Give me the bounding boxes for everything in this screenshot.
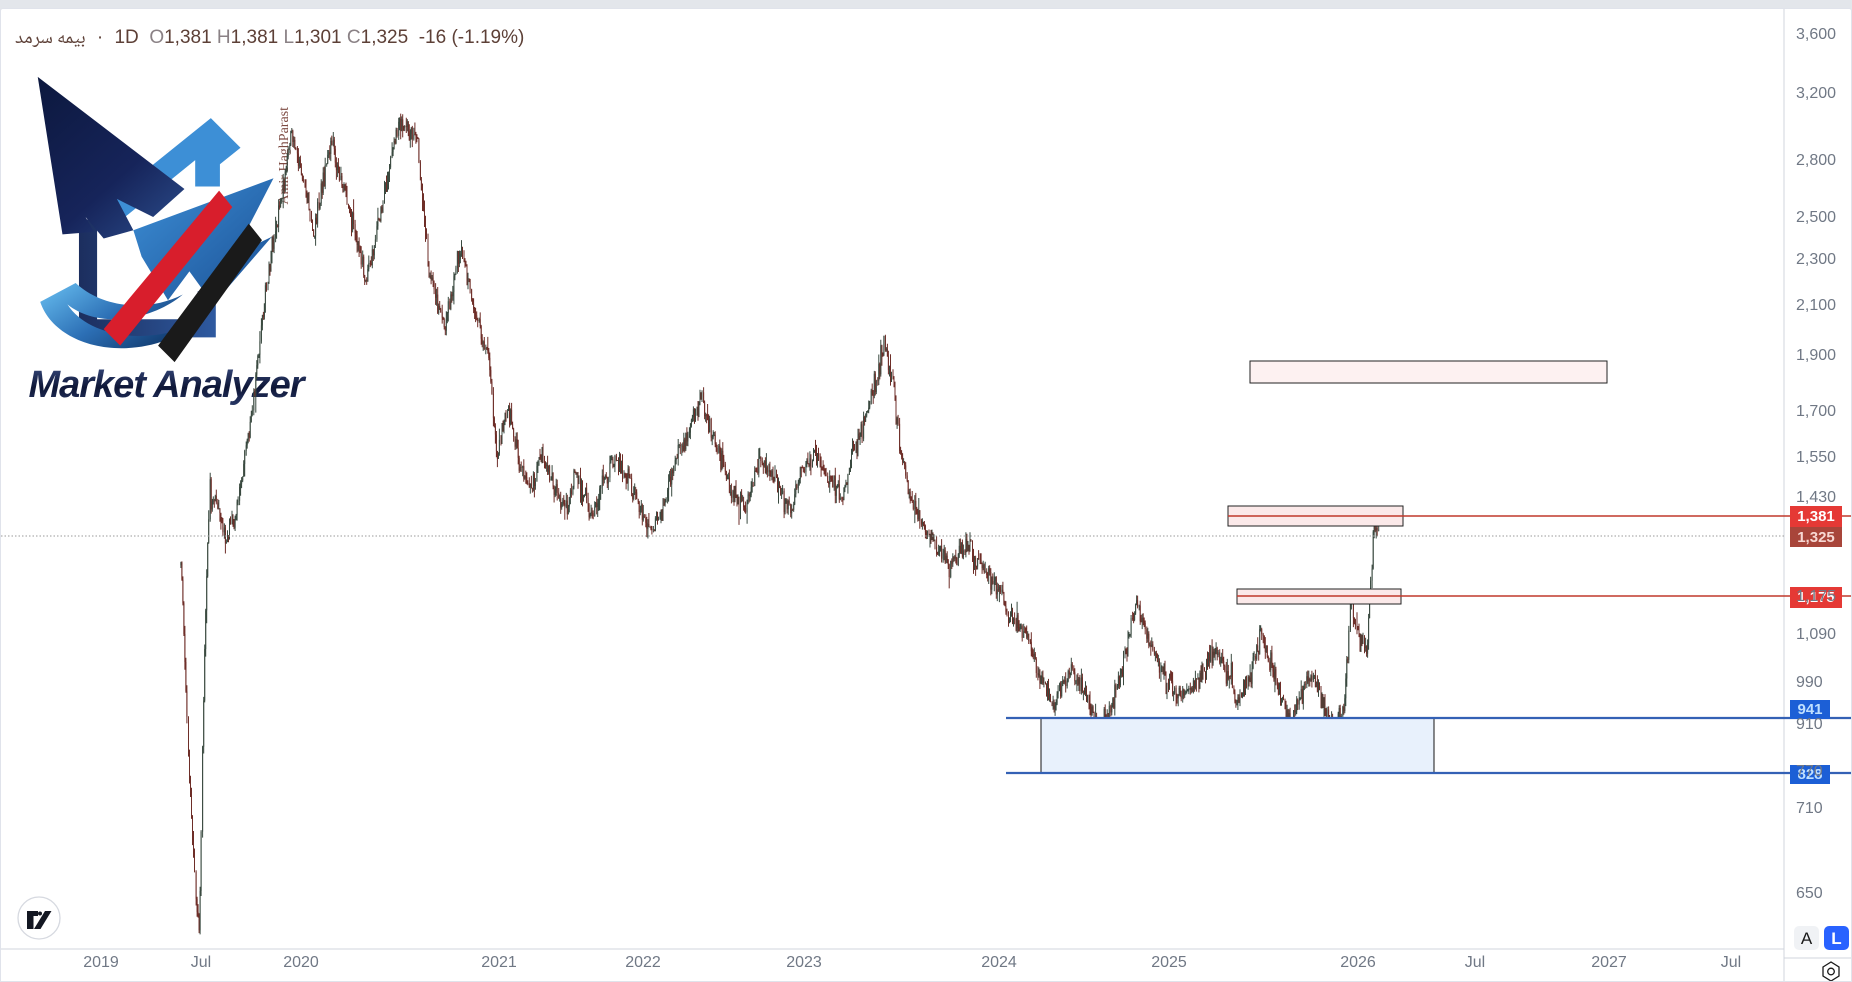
svg-text:2024: 2024 [981,954,1017,971]
svg-text:710: 710 [1796,800,1823,817]
svg-text:1,550: 1,550 [1796,449,1836,466]
svg-text:L: L [1831,929,1841,948]
svg-text:2019: 2019 [83,954,119,971]
svg-text:2022: 2022 [625,954,661,971]
svg-text:910: 910 [1796,716,1823,733]
svg-text:2020: 2020 [283,954,319,971]
svg-text:2025: 2025 [1151,954,1187,971]
svg-text:1,381: 1,381 [1797,508,1835,525]
svg-text:1,175: 1,175 [1796,588,1836,605]
svg-text:770: 770 [1796,763,1823,780]
svg-text:2,300: 2,300 [1796,251,1836,268]
svg-text:650: 650 [1796,885,1823,902]
svg-text:2023: 2023 [786,954,822,971]
svg-text:A: A [1801,929,1813,948]
svg-text:1,430: 1,430 [1796,489,1836,506]
svg-text:2027: 2027 [1591,954,1627,971]
svg-text:1,325: 1,325 [1797,529,1835,546]
svg-text:3,200: 3,200 [1796,85,1836,102]
svg-text:Jul: Jul [1465,954,1485,971]
svg-text:Jul: Jul [1721,954,1741,971]
svg-text:1,900: 1,900 [1796,347,1836,364]
svg-text:1,090: 1,090 [1796,626,1836,643]
svg-text:Jul: Jul [191,954,211,971]
svg-text:2026: 2026 [1340,954,1376,971]
svg-text:2,100: 2,100 [1796,297,1836,314]
svg-text:2,800: 2,800 [1796,152,1836,169]
svg-text:2021: 2021 [481,954,517,971]
svg-text:990: 990 [1796,674,1823,691]
svg-text:1,700: 1,700 [1796,403,1836,420]
svg-text:2,500: 2,500 [1796,209,1836,226]
svg-text:3,600: 3,600 [1796,26,1836,43]
